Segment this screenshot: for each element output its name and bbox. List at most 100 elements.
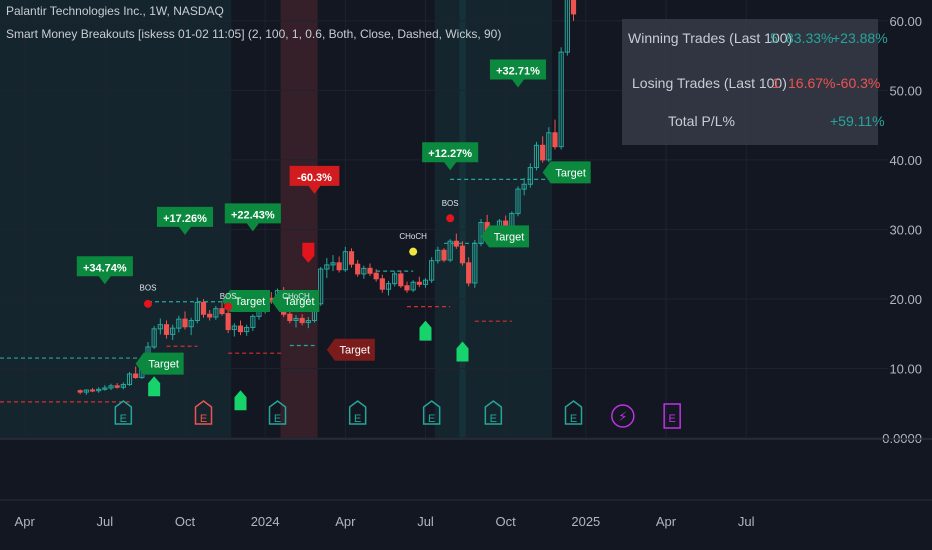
target-text: Target — [284, 296, 315, 308]
candle-body — [422, 279, 429, 285]
candle-body — [385, 283, 392, 290]
x-tick-label: Apr — [15, 514, 36, 529]
x-tick-label: Jul — [97, 514, 114, 529]
event-marker-text: E — [570, 413, 577, 425]
trade-result-label — [489, 59, 547, 88]
candle-body — [392, 273, 398, 285]
x-tick-label: Apr — [656, 514, 677, 529]
event-marker-text: E — [490, 413, 497, 425]
candle-body — [151, 328, 157, 348]
structure-label: BOS — [220, 292, 237, 301]
split-icon — [611, 404, 635, 428]
candle-body — [540, 144, 546, 161]
target-text: Target — [555, 167, 586, 179]
candle-body — [527, 167, 533, 185]
candle-body — [102, 387, 108, 390]
losing-pct: 16.67% — [788, 75, 836, 91]
indicator-legend[interactable]: Smart Money Breakouts [iskess 01-02 11:0… — [6, 27, 502, 41]
y-tick-label: 40.00 — [889, 153, 922, 168]
trade-result-label — [156, 206, 214, 235]
candle-body — [237, 325, 244, 333]
candle-body — [342, 251, 348, 271]
target-label — [135, 352, 184, 375]
candle-body — [533, 144, 540, 169]
total-label: Total P/L% — [668, 113, 735, 129]
candle-body — [157, 324, 163, 330]
event-marker-text: E — [428, 413, 435, 425]
buy-signal-arrow — [456, 341, 469, 362]
candle-body — [416, 281, 422, 285]
candle-body — [126, 373, 133, 385]
event-marker-text: E — [274, 413, 281, 425]
shaded-region-1 — [280, 0, 318, 438]
candle-body — [521, 183, 527, 190]
candle-body — [219, 308, 225, 315]
trade-result-label — [76, 256, 133, 285]
chart-title: Palantir Technologies Inc., 1W, NASDAQ — [6, 4, 224, 18]
sell-signal-arrow — [302, 242, 315, 263]
target-label — [542, 161, 591, 184]
stats-row-winning: Winning Trades (Last 100) 5 83.33% +23.8… — [622, 30, 888, 50]
event-marker-text: E — [200, 413, 207, 425]
trade-result-label — [224, 203, 281, 232]
candle-body — [558, 51, 564, 148]
candle-body — [299, 317, 305, 324]
earnings-icon — [268, 400, 287, 425]
structure-point — [409, 247, 418, 256]
candle-body — [244, 326, 250, 333]
x-tick-label: Oct — [496, 514, 517, 529]
split-icon-glyph: ⚡ — [618, 410, 627, 425]
structure-point — [446, 214, 455, 223]
y-tick-label: 60.00 — [889, 14, 922, 29]
y-tick-label: 20.00 — [889, 292, 922, 307]
candle-body — [515, 188, 521, 214]
target-label — [271, 290, 320, 313]
candle-body — [225, 313, 231, 331]
y-tick-label: 30.00 — [889, 222, 922, 237]
event-marker-text: E — [668, 413, 675, 425]
structure-point — [144, 299, 152, 308]
losing-pl: -60.3% — [836, 75, 881, 91]
candle-body — [133, 373, 139, 379]
target-text: Target — [235, 296, 266, 308]
structure-point — [224, 302, 233, 311]
x-tick-label: Oct — [175, 514, 196, 529]
candle-body — [466, 262, 472, 284]
earnings-icon — [114, 400, 133, 425]
candle-body — [355, 263, 361, 275]
candle-body — [89, 389, 96, 392]
candle-body — [336, 262, 342, 271]
x-tick-label: Jul — [417, 514, 434, 529]
candle-body — [404, 285, 410, 291]
candle-body — [287, 313, 293, 322]
candle-body — [330, 262, 336, 266]
stats-row-losing: Losing Trades (Last 100) 1 16.67% -60.3% — [622, 75, 881, 95]
candle-body — [478, 221, 484, 244]
candle-body — [120, 383, 126, 388]
x-tick-label: 2025 — [571, 514, 600, 529]
candle-body — [379, 278, 385, 290]
candle-body — [453, 240, 459, 247]
candle-body — [367, 267, 373, 274]
candle-body — [546, 132, 552, 161]
earnings-miss-icon — [194, 400, 213, 425]
candle-body — [410, 281, 416, 291]
earnings-icon — [564, 400, 583, 425]
candle-body — [213, 308, 219, 318]
stats-table: Winning Trades (Last 100) 5 83.33% +23.8… — [622, 19, 888, 145]
event-marker-text: E — [354, 413, 361, 425]
event-marker-text: E — [120, 413, 127, 425]
structure-label: CHoCH — [399, 232, 427, 241]
target-text: Target — [148, 359, 179, 371]
candle-body — [435, 249, 441, 262]
candle-body — [194, 301, 200, 322]
structure-label: BOS — [140, 284, 157, 293]
candle-body — [250, 315, 256, 328]
x-tick-label: 2024 — [251, 514, 280, 529]
target-text: Target — [494, 231, 525, 243]
candle-body — [570, 0, 577, 15]
winning-pct: 83.33% — [786, 30, 834, 46]
y-tick-label: 50.00 — [889, 83, 922, 98]
